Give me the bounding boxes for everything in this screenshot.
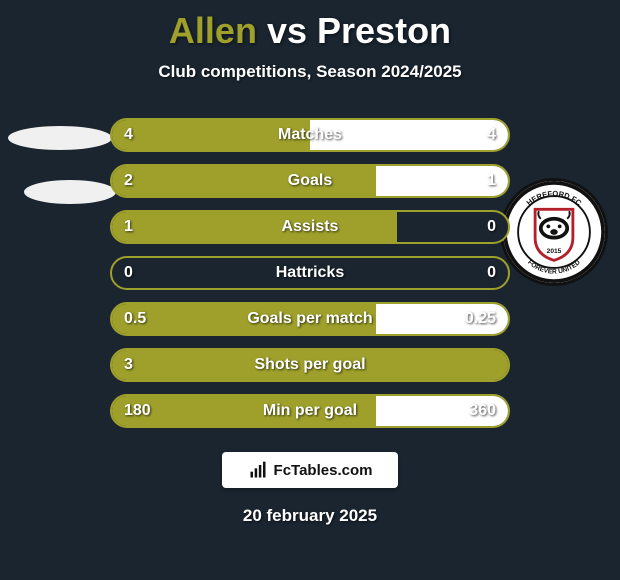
date-text: 20 february 2025	[0, 506, 620, 526]
stat-row: 0 0Hattricks	[110, 256, 510, 290]
brand-badge[interactable]: FcTables.com	[222, 452, 398, 488]
stat-value-right: 0	[487, 258, 496, 288]
stat-fill-left	[112, 166, 376, 196]
stat-fill-left	[112, 396, 376, 426]
page-title: Allen vs Preston	[0, 0, 620, 52]
brand-text: FcTables.com	[274, 462, 373, 479]
stat-fill-left	[112, 212, 397, 242]
club-crest: HEREFORD FC FOREVER UNITED 2015	[500, 178, 608, 286]
comparison-panel: HEREFORD FC FOREVER UNITED 2015 44Matche…	[0, 102, 620, 444]
stat-fill-left	[112, 350, 508, 380]
vs-text: vs	[267, 10, 307, 51]
left-decor-ellipse-1	[8, 126, 112, 150]
stat-fill-right	[310, 120, 508, 150]
stat-fill-right	[376, 304, 508, 334]
subtitle: Club competitions, Season 2024/2025	[0, 62, 620, 82]
crest-svg: HEREFORD FC FOREVER UNITED 2015	[503, 181, 605, 283]
stat-fill-left	[112, 304, 376, 334]
stat-fill-right	[376, 166, 508, 196]
stat-fill-left	[112, 120, 310, 150]
stat-fill-right	[376, 396, 508, 426]
stat-value-left: 0	[124, 258, 133, 288]
player1-name: Allen	[169, 10, 257, 51]
stat-bars: 44Matches21Goals10Assists00Hattricks0.50…	[110, 118, 510, 440]
stat-row: 10Assists	[110, 210, 510, 244]
crest-year: 2015	[547, 248, 562, 255]
stat-value-right: 0	[487, 212, 496, 242]
stat-row: 3Shots per goal	[110, 348, 510, 382]
player2-name: Preston	[317, 10, 451, 51]
stat-row: 44Matches	[110, 118, 510, 152]
stat-row: 21Goals	[110, 164, 510, 198]
stat-row: 0.50.25Goals per match	[110, 302, 510, 336]
stat-label: Hattricks	[112, 258, 508, 288]
left-decor-ellipse-2	[24, 180, 116, 204]
chart-icon	[248, 460, 268, 480]
stat-row: 180360Min per goal	[110, 394, 510, 428]
